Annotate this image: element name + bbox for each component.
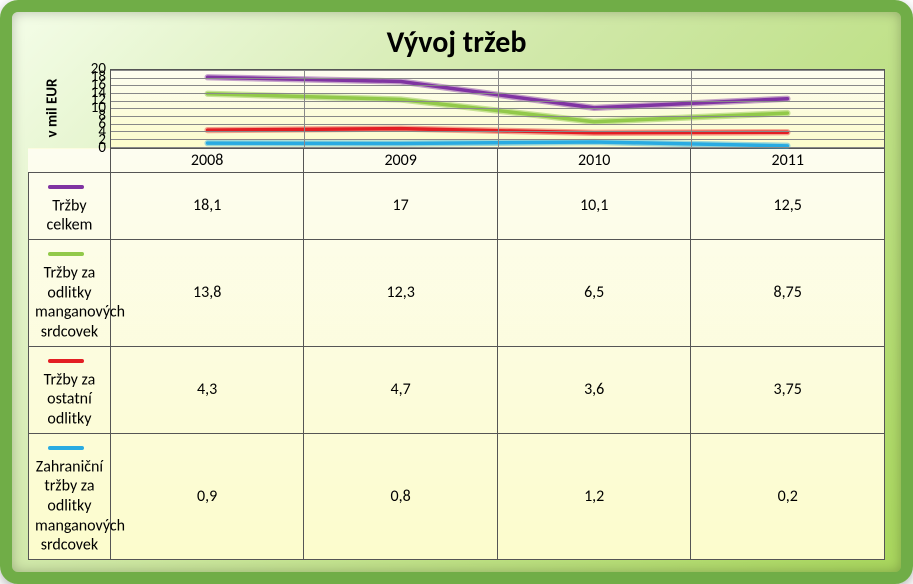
legend-swatch <box>48 252 84 256</box>
category-divider <box>498 70 499 147</box>
data-cell: 3,6 <box>497 346 691 433</box>
legend-cell: Tržby za odlitky manganových srdcovek <box>29 239 111 346</box>
plot-area <box>110 69 885 148</box>
category-header: 2011 <box>691 148 885 172</box>
grid-line <box>111 147 884 148</box>
legend-cell: Tržby za ostatní odlitky <box>29 346 111 433</box>
data-cell: 3,75 <box>691 346 885 433</box>
data-cell: 4,3 <box>110 346 304 433</box>
table-row: Zahraniční tržby za odlitky manganových … <box>29 433 885 559</box>
data-cell: 12,3 <box>304 239 498 346</box>
data-cell: 0,2 <box>691 433 885 559</box>
legend-cell: Tržby celkem <box>29 172 111 239</box>
data-cell: 18,1 <box>110 172 304 239</box>
y-tick-label: 20 <box>91 60 106 78</box>
legend-label: Tržby celkem <box>46 196 92 235</box>
y-axis-ticks: 02468101214161820 <box>76 69 110 148</box>
data-table: 2008200920102011 Tržby celkem 18,11710,112… <box>28 148 885 560</box>
table-row: Tržby za ostatní odlitky 4,34,73,63,75 <box>29 346 885 433</box>
chart-frame: Vývoj tržeb v mil EUR 02468101214161820 … <box>0 0 913 584</box>
category-header: 2009 <box>304 148 498 172</box>
data-cell: 0,8 <box>304 433 498 559</box>
data-cell: 1,2 <box>497 433 691 559</box>
legend-swatch <box>48 185 84 189</box>
data-cell: 0,9 <box>110 433 304 559</box>
table-row: Tržby celkem 18,11710,112,5 <box>29 172 885 239</box>
plot-row: v mil EUR 02468101214161820 <box>28 69 885 148</box>
legend-cell: Zahraniční tržby za odlitky manganových … <box>29 433 111 559</box>
legend-swatch <box>48 359 84 363</box>
table-row: Tržby za odlitky manganových srdcovek13,… <box>29 239 885 346</box>
data-cell: 6,5 <box>497 239 691 346</box>
data-cell: 4,7 <box>304 346 498 433</box>
legend-label: Tržby za ostatní odlitky <box>44 370 96 428</box>
data-cell: 17 <box>304 172 498 239</box>
category-divider <box>691 70 692 147</box>
legend-swatch <box>48 446 84 450</box>
chart-title: Vývoj tržeb <box>28 24 885 61</box>
data-cell: 8,75 <box>691 239 885 346</box>
y-axis-label: v mil EUR <box>43 79 61 138</box>
data-cell: 12,5 <box>691 172 885 239</box>
data-cell: 13,8 <box>110 239 304 346</box>
ylabel-column: v mil EUR <box>28 69 76 148</box>
category-header: 2008 <box>110 148 304 172</box>
category-divider <box>304 70 305 147</box>
data-cell: 10,1 <box>497 172 691 239</box>
category-header: 2010 <box>497 148 691 172</box>
